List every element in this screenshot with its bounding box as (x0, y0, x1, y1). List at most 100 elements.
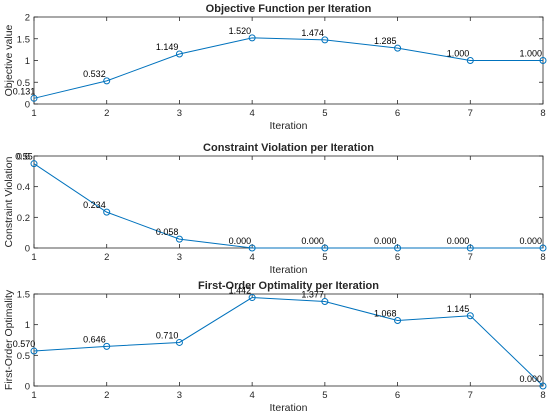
data-point (321, 244, 329, 252)
y-tick-label: 0.4 (17, 182, 30, 193)
data-point (394, 316, 402, 324)
y-tick-label: 0.6 (17, 152, 30, 163)
y-tick-label: 1.5 (17, 290, 30, 301)
y-axis-label: Constraint Violation (3, 156, 15, 247)
data-label: 1.068 (374, 308, 397, 318)
x-axis-label: Iteration (270, 264, 308, 276)
chart-title: Objective Function per Iteration (206, 3, 372, 15)
y-tick-label: 0 (25, 382, 30, 393)
data-point (103, 342, 111, 350)
x-tick-label: 6 (395, 252, 400, 263)
y-tick-label: 0 (25, 100, 30, 111)
x-tick-label: 2 (104, 108, 109, 119)
y-tick-label: 0.5 (17, 351, 30, 362)
data-point (466, 244, 474, 252)
x-tick-label: 8 (540, 252, 545, 263)
chart-title: Constraint Violation per Iteration (203, 142, 374, 154)
data-point (466, 57, 474, 64)
x-tick-label: 5 (322, 252, 327, 263)
data-point (539, 244, 547, 252)
chart-panel-1: Objective Function per Iteration Iteratio… (3, 3, 547, 132)
data-point (248, 294, 256, 302)
y-tick-label: 0 (25, 244, 30, 255)
data-point (394, 244, 402, 252)
x-tick-label: 1 (31, 108, 36, 119)
chart-title: First-Order Optimality per Iteration (198, 280, 379, 292)
x-tick-label: 5 (322, 390, 327, 401)
data-point (394, 44, 402, 52)
data-point (539, 57, 547, 64)
data-label: 0.710 (156, 330, 179, 340)
data-label: 0.646 (83, 334, 106, 344)
chart-panel-3: First-Order Optimality per Iteration Iter… (3, 280, 547, 414)
series-line (33, 163, 543, 249)
data-label: 0.000 (519, 374, 542, 384)
x-tick-label: 3 (177, 390, 182, 401)
data-label: 1.000 (447, 49, 470, 59)
y-axis-label: Objective value (3, 24, 15, 96)
data-label: 0.000 (229, 236, 252, 246)
x-tick-label: 7 (468, 252, 473, 263)
data-label: 0.55 (15, 152, 33, 162)
data-label: 1.474 (301, 28, 324, 38)
data-point (175, 338, 183, 346)
x-tick-label: 2 (104, 390, 109, 401)
data-point (30, 94, 38, 102)
data-point (175, 235, 183, 243)
data-point (103, 77, 111, 85)
y-tick-label: 1 (25, 56, 30, 67)
y-axis-label: First-Order Optimality (3, 289, 15, 390)
data-point (321, 36, 329, 44)
x-tick-label: 4 (249, 390, 254, 401)
x-tick-label: 6 (395, 108, 400, 119)
x-tick-label: 1 (31, 390, 36, 401)
plot-area (33, 293, 544, 387)
y-tick-label: 0.5 (17, 78, 30, 89)
plot-area (33, 16, 544, 105)
series-line (33, 297, 544, 387)
data-point (175, 50, 183, 58)
data-point (248, 34, 256, 42)
data-label: 1.000 (519, 49, 542, 59)
data-label: 0.058 (156, 227, 179, 237)
x-tick-label: 3 (177, 108, 182, 119)
x-tick-label: 1 (31, 252, 36, 263)
y-tick-label: 0.2 (17, 213, 30, 224)
data-label: 0.000 (301, 236, 324, 246)
series-line (33, 37, 543, 99)
x-tick-label: 4 (249, 252, 254, 263)
data-point (30, 160, 38, 168)
data-label: 1.377 (301, 290, 324, 300)
x-tick-label: 7 (468, 108, 473, 119)
data-point (103, 208, 111, 216)
data-label: 0.000 (374, 236, 397, 246)
data-label: 0.532 (83, 69, 106, 79)
data-point (248, 244, 256, 252)
data-label: 1.145 (447, 304, 470, 314)
x-tick-label: 8 (540, 108, 545, 119)
data-label: 0.570 (13, 339, 36, 349)
x-axis-label: Iteration (270, 402, 308, 414)
data-point (321, 298, 329, 306)
data-point (30, 347, 38, 355)
x-tick-label: 3 (177, 252, 182, 263)
x-tick-label: 5 (322, 108, 327, 119)
x-tick-label: 4 (249, 108, 254, 119)
x-tick-label: 2 (104, 252, 109, 263)
data-label: 1.442 (229, 286, 252, 296)
data-point (539, 382, 547, 390)
data-label: 1.149 (156, 42, 179, 52)
data-label: 0.000 (519, 236, 542, 246)
y-tick-label: 1.5 (17, 34, 30, 45)
data-label: 0.000 (447, 236, 470, 246)
plot-area (33, 155, 544, 249)
data-label: 1.520 (229, 26, 252, 36)
y-tick-label: 1 (25, 320, 30, 331)
data-label: 1.285 (374, 36, 397, 46)
data-label: 0.131 (13, 86, 36, 96)
chart-panel-2: Constraint Violation per Iteration Iterat… (3, 142, 547, 276)
x-tick-label: 7 (468, 390, 473, 401)
data-label: 0.234 (83, 200, 106, 210)
x-tick-label: 8 (540, 390, 545, 401)
